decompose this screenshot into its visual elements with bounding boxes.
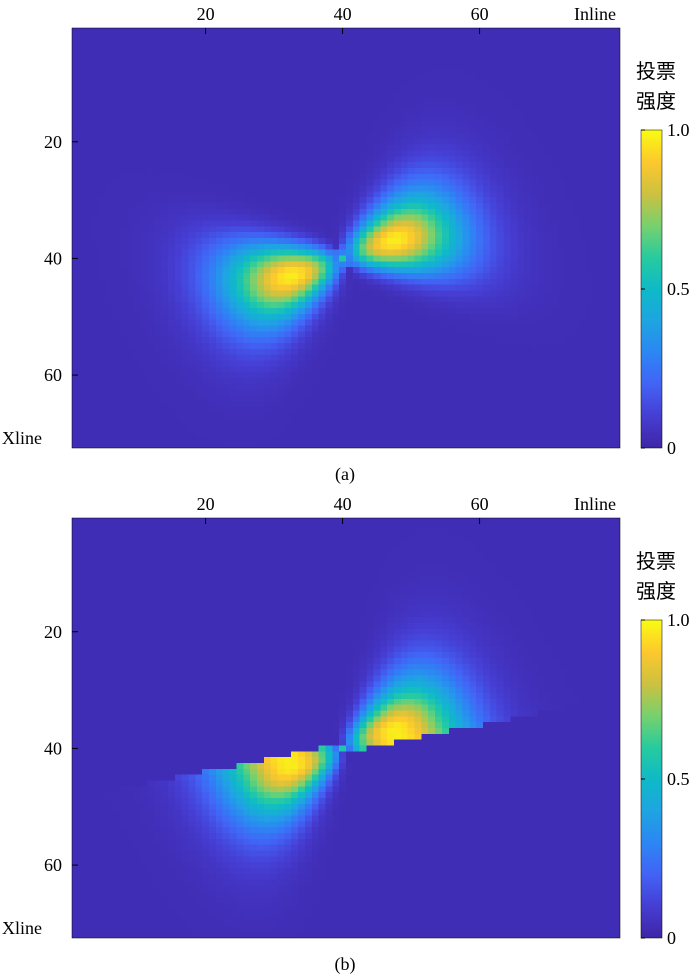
y-ticks: 20 40 60 (44, 622, 78, 875)
colorbar-title-line2: 强度 (636, 89, 676, 113)
chart-svg-a: 20 40 60 20 40 60 Inline Xline 投票 强度 1.0 0.5 0… (2, 4, 690, 485)
y-tick-label: 20 (44, 622, 62, 642)
y-tick-label: 40 (44, 248, 62, 268)
chart-svg-b: 20 40 60 20 40 60 Inline Xline 投票 强度 1.0 0.5 0… (2, 494, 690, 975)
y-tick-label: 20 (44, 132, 62, 152)
x-tick-label: 40 (334, 4, 352, 24)
colorbar-tick-label: 1.0 (667, 120, 690, 140)
x-axis-label: Inline (574, 4, 616, 24)
chart-panel-a: 20 40 60 20 40 60 Inline Xline 投票 强度 1.0 0.5 0… (2, 4, 690, 485)
chart-panel-b: 20 40 60 20 40 60 Inline Xline 投票 强度 1.0 0.5 0… (0, 490, 700, 980)
colorbar-tick-label: 1.0 (667, 610, 690, 630)
colorbar-tick-label: 0.5 (667, 279, 690, 299)
colorbar-tick-label: 0 (667, 438, 676, 458)
plot-frame (71, 517, 621, 939)
y-tick-label: 60 (44, 855, 62, 875)
x-axis-label: Inline (574, 494, 616, 514)
x-tick-label: 20 (197, 494, 215, 514)
y-axis-label: Xline (2, 428, 42, 448)
colorbar-ticks: 1.0 0.5 0 (641, 120, 690, 458)
colorbar-image (641, 130, 662, 448)
colorbar-image (641, 620, 662, 938)
panel-caption: (b) (335, 954, 356, 975)
y-tick-label: 60 (44, 365, 62, 385)
x-tick-label: 40 (334, 494, 352, 514)
heatmap-image (72, 28, 620, 448)
plot-frame (71, 27, 621, 449)
y-ticks: 20 40 60 (44, 132, 78, 385)
colorbar-tick-label: 0.5 (667, 769, 690, 789)
x-ticks: 20 40 60 (197, 4, 489, 34)
x-tick-label: 20 (197, 4, 215, 24)
colorbar-title-line1: 投票 (636, 59, 676, 83)
y-tick-label: 40 (44, 738, 62, 758)
colorbar-ticks: 1.0 0.5 0 (641, 610, 690, 948)
colorbar-title-line2: 强度 (636, 579, 676, 603)
y-axis-label: Xline (2, 918, 42, 938)
x-tick-label: 60 (471, 494, 489, 514)
panel-caption: (a) (335, 464, 355, 485)
colorbar-title-line1: 投票 (636, 549, 676, 573)
x-tick-label: 60 (471, 4, 489, 24)
heatmap-image (72, 518, 620, 938)
colorbar-tick-label: 0 (667, 928, 676, 948)
x-ticks: 20 40 60 (197, 494, 489, 524)
